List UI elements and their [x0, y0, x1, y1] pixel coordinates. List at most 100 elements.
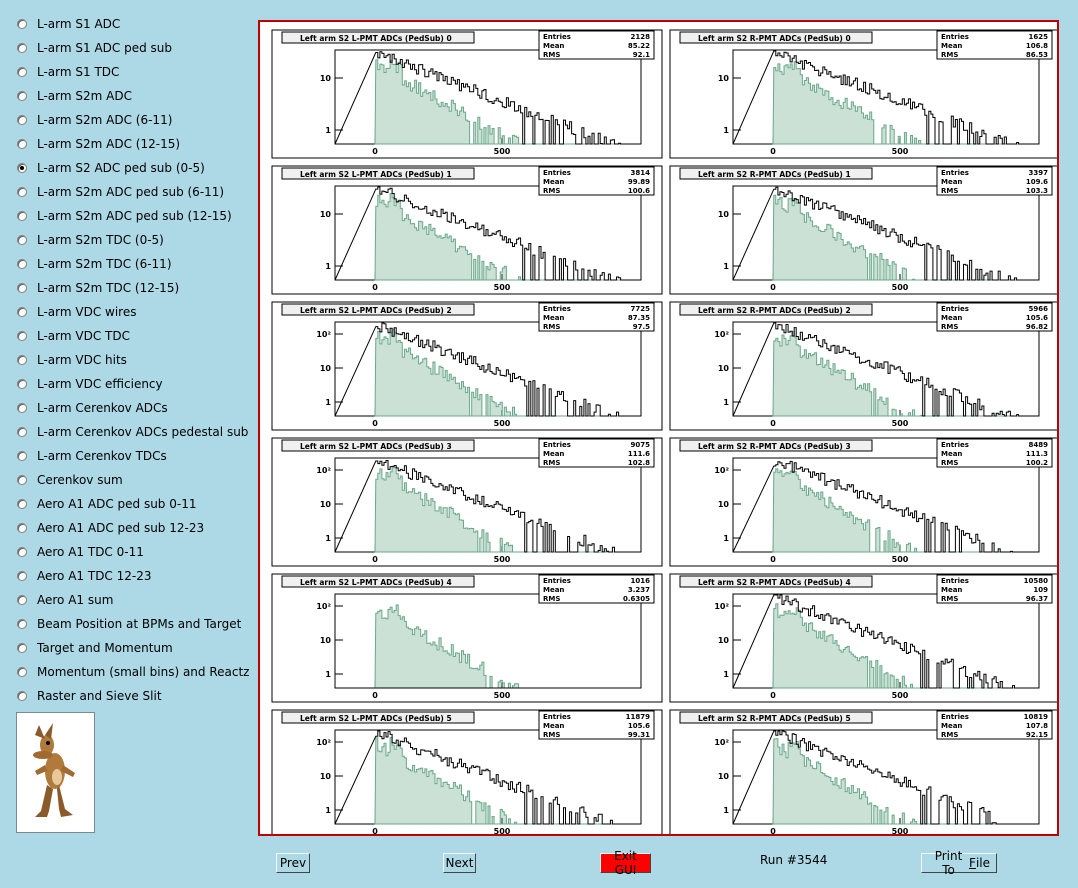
histogram-option[interactable]: L-arm VDC TDC — [17, 327, 130, 345]
option-label: Aero A1 ADC ped sub 0-11 — [37, 497, 197, 511]
radio-button[interactable] — [17, 115, 27, 125]
y-tick-label: 10 — [320, 74, 332, 83]
y-tick-label: 10 — [320, 500, 332, 509]
run-number-label: Run #3544 — [760, 853, 828, 867]
radio-button[interactable] — [17, 523, 27, 533]
radio-button[interactable] — [17, 355, 27, 365]
histogram-option[interactable]: Aero A1 TDC 0-11 — [17, 543, 144, 561]
radio-button[interactable] — [17, 43, 27, 53]
histogram-option[interactable]: Cerenkov sum — [17, 471, 123, 489]
radio-button[interactable] — [17, 595, 27, 605]
stat-rms-label: RMS — [543, 595, 560, 603]
stats-box — [538, 574, 655, 604]
stat-mean-value: 3.237 — [628, 586, 650, 594]
radio-button[interactable] — [17, 667, 27, 677]
radio-button[interactable] — [17, 331, 27, 341]
radio-button[interactable] — [17, 211, 27, 221]
series-raw-line — [732, 594, 1039, 689]
histogram-option[interactable]: L-arm S2m ADC — [17, 87, 132, 105]
radio-button[interactable] — [17, 307, 27, 317]
histogram-option[interactable]: L-arm VDC wires — [17, 303, 136, 321]
print-label-post: ile — [975, 856, 990, 870]
option-label: L-arm Cerenkov TDCs — [37, 449, 167, 463]
histogram-option[interactable]: L-arm S1 ADC — [17, 15, 120, 33]
histogram-option[interactable]: Momentum (small bins) and Reactz — [17, 663, 249, 681]
histogram-option[interactable]: L-arm S2m ADC (12-15) — [17, 135, 180, 153]
histogram-option[interactable]: L-arm S2m TDC (0-5) — [17, 231, 164, 249]
title-box — [679, 439, 873, 452]
radio-button[interactable] — [17, 259, 27, 269]
histogram-option[interactable]: L-arm S2m ADC (6-11) — [17, 111, 172, 129]
radio-button[interactable] — [17, 139, 27, 149]
radio-button[interactable] — [17, 475, 27, 485]
stats-box — [936, 574, 1053, 604]
x-tick-label: 500 — [892, 419, 909, 428]
option-label: L-arm S2 ADC ped sub (0-5) — [37, 161, 205, 175]
histogram-canvas[interactable]: Left arm S2 L-PMT ADCs (PedSub) 0 Entries… — [260, 22, 1057, 834]
histogram-option[interactable]: L-arm S2m TDC (6-11) — [17, 255, 172, 273]
print-label-pre: Print To — [934, 849, 963, 877]
histogram-option[interactable]: L-arm Cerenkov ADCs pedestal sub — [17, 423, 248, 441]
prev-button[interactable]: Prev — [276, 853, 310, 873]
radio-button[interactable] — [17, 187, 27, 197]
stat-rms-label: RMS — [941, 323, 958, 331]
stat-mean-value: 87.35 — [628, 314, 650, 322]
radio-button[interactable] — [17, 379, 27, 389]
radio-button[interactable] — [17, 547, 27, 557]
radio-button[interactable] — [17, 235, 27, 245]
x-tick-label: 0 — [372, 555, 378, 564]
histogram-option[interactable]: Target and Momentum — [17, 639, 173, 657]
next-button[interactable]: Next — [443, 853, 476, 873]
stat-entries-value: 1016 — [631, 577, 651, 585]
series-raw-line — [732, 460, 1039, 553]
stat-rms-label: RMS — [543, 51, 560, 59]
option-label: Momentum (small bins) and Reactz — [37, 665, 250, 679]
histogram-option[interactable]: L-arm VDC efficiency — [17, 375, 163, 393]
radio-button[interactable] — [17, 91, 27, 101]
histogram-option[interactable]: L-arm S1 TDC — [17, 63, 119, 81]
stat-rms-value: 103.3 — [1026, 187, 1048, 195]
option-label: L-arm S2m TDC (6-11) — [37, 257, 172, 271]
histogram-option[interactable]: Raster and Sieve Slit — [17, 687, 162, 705]
y-tick-label: 10 — [320, 210, 332, 219]
stat-entries-value: 10819 — [1024, 713, 1048, 721]
histogram-option[interactable]: L-arm VDC hits — [17, 351, 127, 369]
radio-button[interactable] — [17, 619, 27, 629]
radio-button[interactable] — [17, 163, 27, 173]
stat-mean-label: Mean — [941, 178, 962, 186]
radio-button[interactable] — [17, 643, 27, 653]
x-tick-label: 500 — [494, 147, 511, 156]
radio-button[interactable] — [17, 283, 27, 293]
histogram-option[interactable]: Aero A1 sum — [17, 591, 113, 609]
radio-button[interactable] — [17, 691, 27, 701]
histogram-option[interactable]: L-arm S2m TDC (12-15) — [17, 279, 179, 297]
y-tick-label: 10 — [718, 772, 730, 781]
histogram-option[interactable]: Beam Position at BPMs and Target — [17, 615, 241, 633]
radio-button[interactable] — [17, 571, 27, 581]
radio-button[interactable] — [17, 427, 27, 437]
histogram-option[interactable]: L-arm Cerenkov TDCs — [17, 447, 167, 465]
series-pedsub-fill — [374, 328, 641, 417]
histogram-option[interactable]: Aero A1 ADC ped sub 0-11 — [17, 495, 196, 513]
histogram-option[interactable]: Aero A1 ADC ped sub 12-23 — [17, 519, 204, 537]
radio-button[interactable] — [17, 19, 27, 29]
histogram-option[interactable]: L-arm S2m ADC ped sub (12-15) — [17, 207, 232, 225]
stat-rms-label: RMS — [941, 595, 958, 603]
histogram-option[interactable]: L-arm Cerenkov ADCs — [17, 399, 168, 417]
series-raw-line — [334, 51, 641, 145]
radio-button[interactable] — [17, 451, 27, 461]
histogram-option[interactable]: L-arm S2m ADC ped sub (6-11) — [17, 183, 224, 201]
histogram-option[interactable]: L-arm S1 ADC ped sub — [17, 39, 172, 57]
radio-button[interactable] — [17, 67, 27, 77]
exit-gui-button[interactable]: Exit GUI — [600, 849, 651, 877]
histogram-option[interactable]: L-arm S2 ADC ped sub (0-5) — [17, 159, 205, 177]
radio-button[interactable] — [17, 403, 27, 413]
radio-button[interactable] — [17, 499, 27, 509]
stat-rms-value: 92.1 — [633, 51, 650, 59]
stat-mean-label: Mean — [543, 450, 564, 458]
stat-entries-label: Entries — [941, 169, 969, 177]
title-box — [679, 167, 873, 180]
histogram-option[interactable]: Aero A1 TDC 12-23 — [17, 567, 152, 585]
stat-entries-label: Entries — [543, 169, 571, 177]
